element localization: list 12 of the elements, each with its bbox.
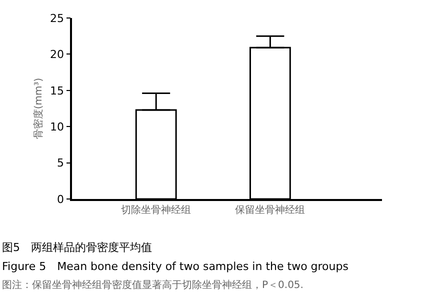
y-tick-label: 5: [57, 156, 64, 170]
y-axis-title: 骨密度(mm³): [32, 78, 45, 140]
y-tick-label: 20: [50, 48, 64, 62]
text: Figure 5 Mean bone density of two samples in the two groups: [2, 260, 349, 273]
y-tick-label: 15: [50, 84, 64, 98]
text: 图5 两组样品的骨密度平均值: [2, 241, 152, 254]
x-tick-label: 保留坐骨神经组: [235, 204, 306, 216]
y-tick-label: 0: [57, 192, 64, 206]
text: 图注：保留坐骨神经组骨密度值显著高于切除坐骨神经组，P＜0.05.: [2, 279, 304, 291]
y-tick-label: 10: [50, 120, 64, 134]
y-tick-label: 25: [50, 12, 64, 25]
x-tick-label: 切除坐骨神经组: [121, 204, 192, 216]
